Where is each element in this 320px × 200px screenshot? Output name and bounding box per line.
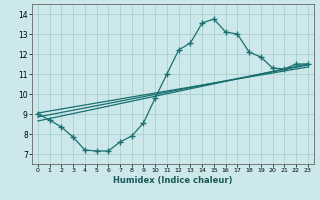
X-axis label: Humidex (Indice chaleur): Humidex (Indice chaleur) xyxy=(113,176,233,185)
